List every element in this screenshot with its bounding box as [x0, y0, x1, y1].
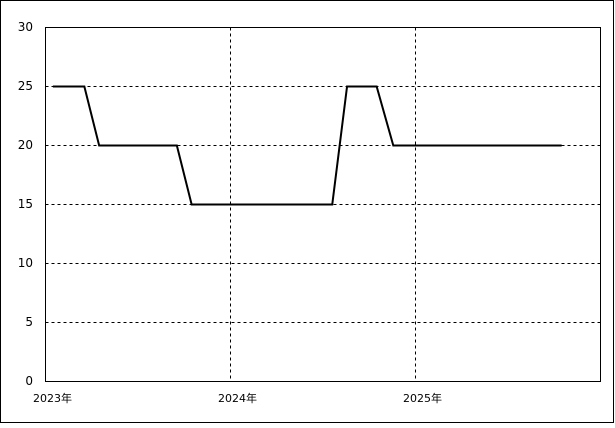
y-tick-label: 5 [25, 315, 33, 329]
x-tick-label: 2025年 [403, 391, 442, 405]
line [52, 85, 562, 206]
y-tick-label: 30 [18, 20, 33, 34]
y-tick-label: 0 [25, 374, 33, 388]
y-tick-label: 15 [18, 197, 33, 211]
x-tick-label: 2024年 [218, 391, 257, 405]
y-tick-label: 25 [18, 79, 33, 93]
y-tick-label: 20 [18, 138, 33, 152]
x-tick-label: 2023年 [33, 391, 72, 405]
plot-frame [45, 27, 601, 382]
y-tick-label: 10 [18, 256, 33, 270]
